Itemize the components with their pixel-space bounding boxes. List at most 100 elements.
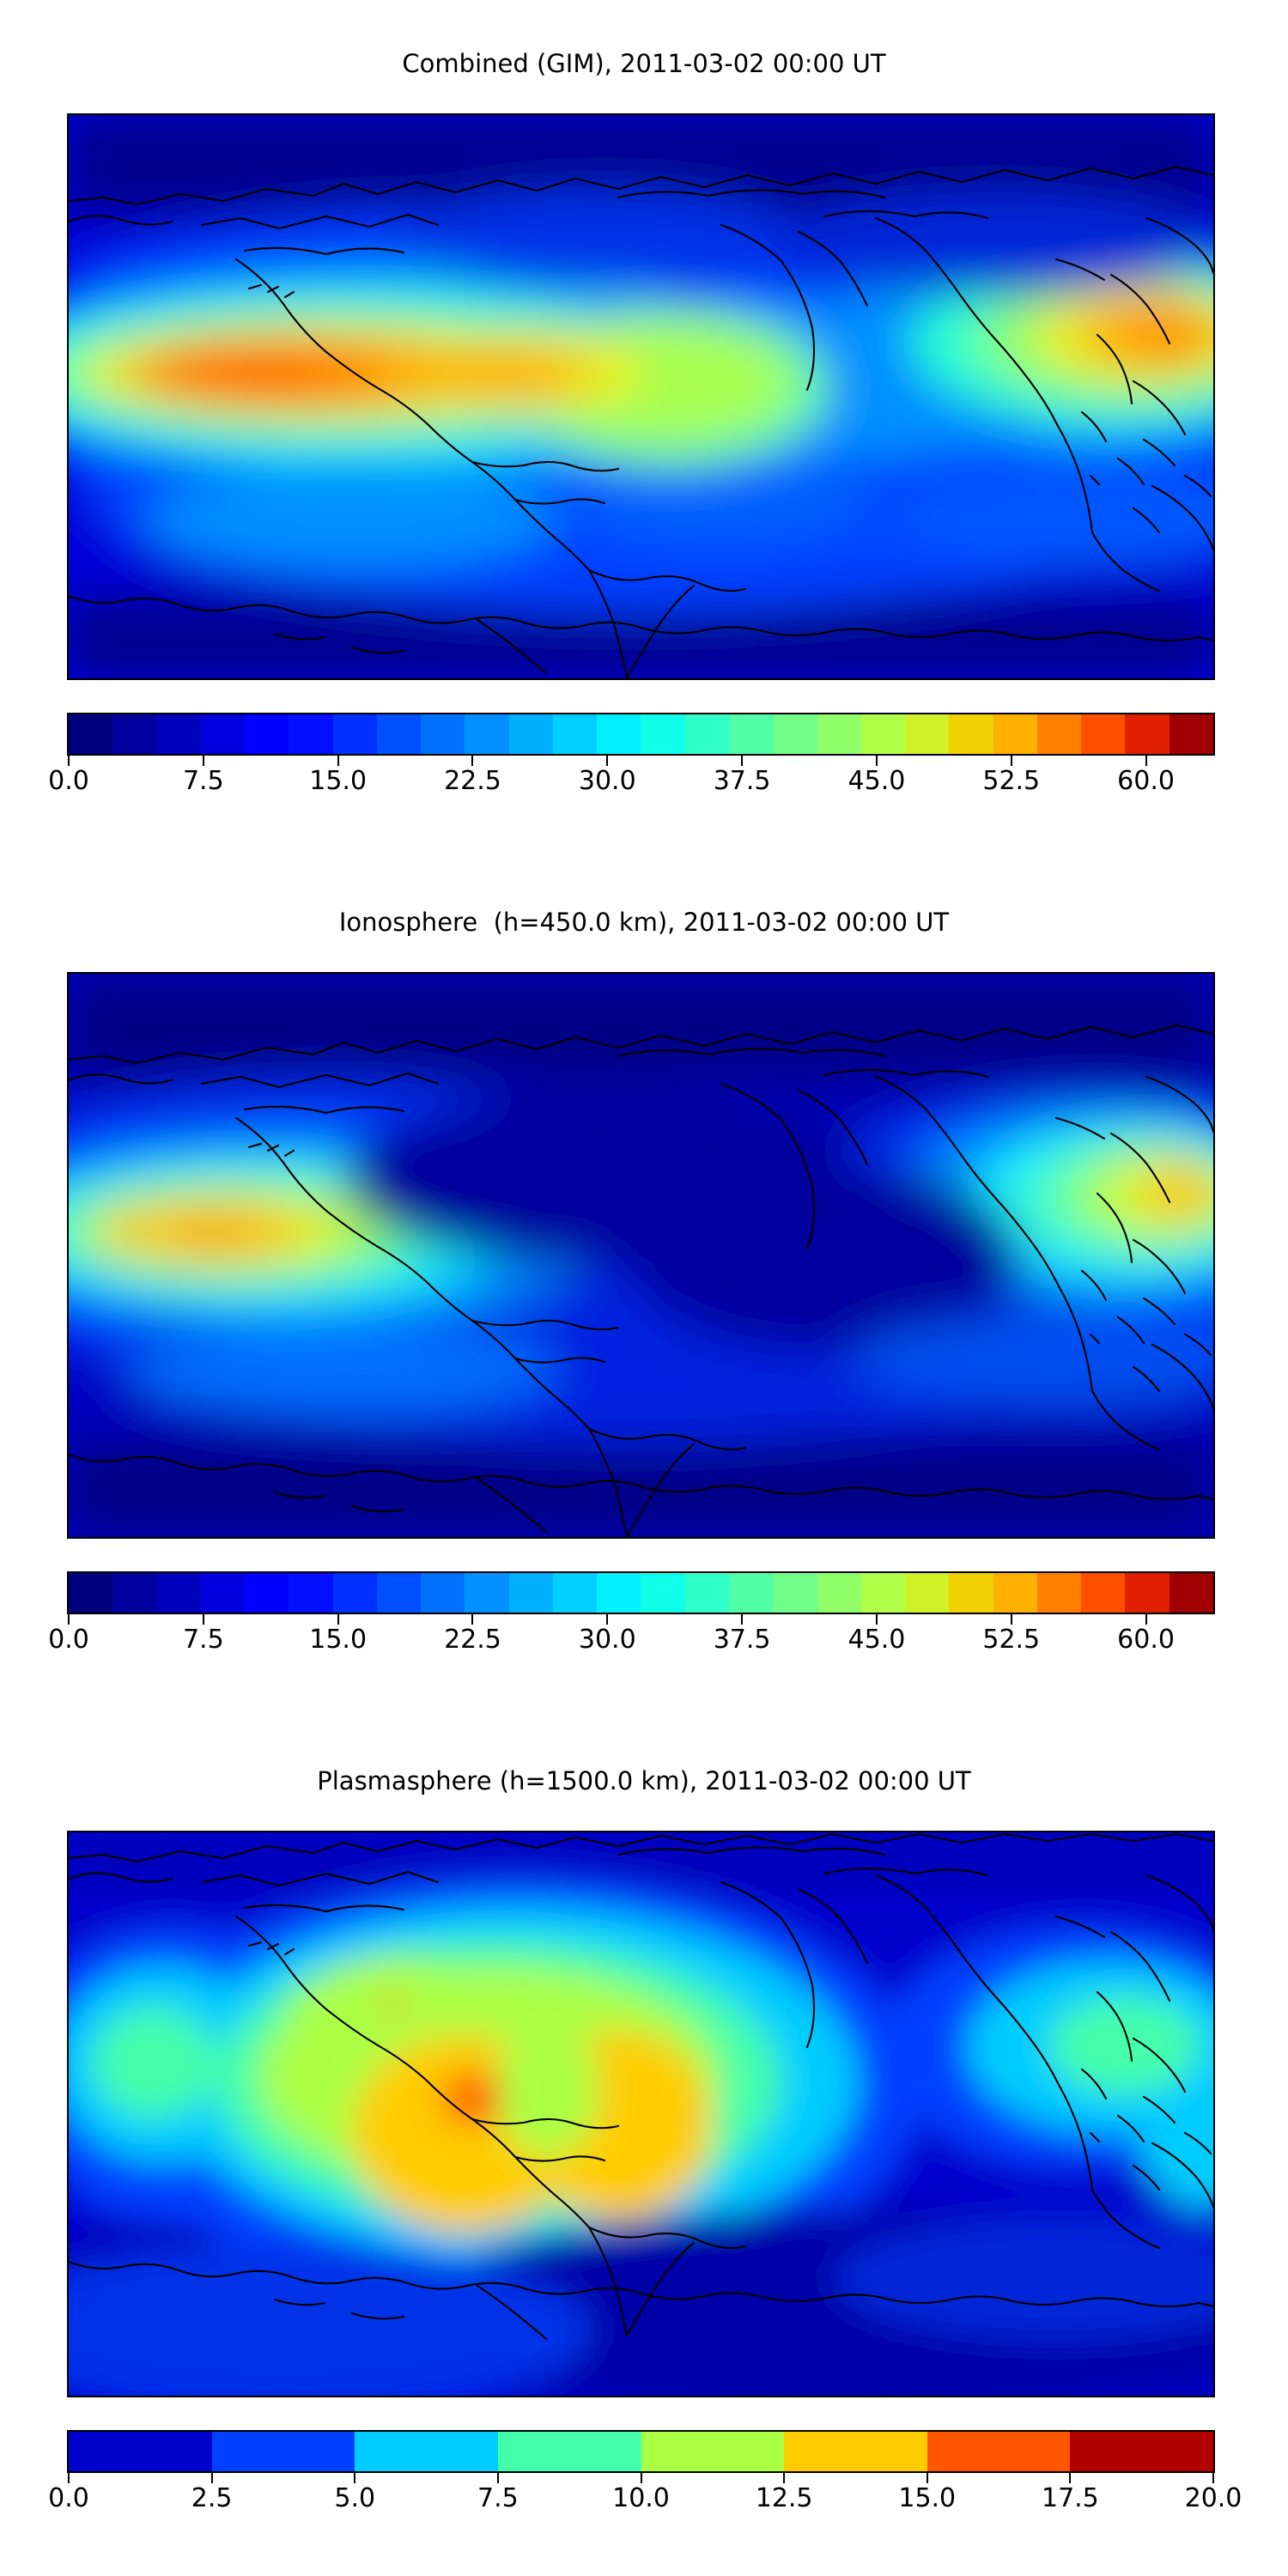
colorbar-band bbox=[860, 1573, 906, 1613]
colorbar-band bbox=[949, 1573, 993, 1613]
colorbar-band bbox=[200, 1573, 246, 1613]
colorbar-band bbox=[69, 1573, 113, 1613]
panel-title-combined: Combined (GIM), 2011-03-02 00:00 UT bbox=[402, 49, 886, 78]
colorbar-band bbox=[332, 714, 377, 754]
colorbar-band bbox=[1169, 1573, 1213, 1613]
colorbar-tick bbox=[640, 2473, 642, 2483]
colorbar-band bbox=[245, 1573, 289, 1613]
colorbar-band bbox=[927, 2432, 1071, 2471]
colorbar-tick bbox=[496, 2473, 499, 2483]
map-axes-ionosphere bbox=[67, 972, 1215, 1539]
colorbar-tick-label: 7.5 bbox=[182, 766, 224, 796]
coastlines-ionosphere bbox=[69, 1024, 1213, 1537]
colorbar-band bbox=[684, 714, 729, 754]
colorbar-tick bbox=[202, 1614, 204, 1625]
colorbar-band bbox=[1125, 714, 1170, 754]
map-canvas-ionosphere bbox=[69, 974, 1213, 1537]
colorbar-tick-label: 7.5 bbox=[477, 2483, 519, 2513]
colorbar-strip-ionosphere bbox=[67, 1571, 1215, 1614]
colorbar-band bbox=[1081, 714, 1126, 754]
colorbar-band bbox=[552, 714, 598, 754]
colorbar-labels-combined: 0.0 7.5 15.0 22.5 30.0 37.5 45.0 52.5 60.0 bbox=[48, 766, 1215, 800]
colorbar-tick-label: 30.0 bbox=[578, 766, 636, 796]
colorbar-band bbox=[597, 1573, 641, 1613]
colorbar-band bbox=[1070, 2432, 1213, 2471]
colorbar-tick bbox=[875, 756, 878, 766]
colorbar-band bbox=[289, 714, 333, 754]
colorbar-tick bbox=[741, 756, 744, 766]
colorbar-tick bbox=[471, 756, 474, 766]
colorbar-band bbox=[1125, 1573, 1170, 1613]
panel-combined-gim: Combined (GIM), 2011-03-02 00:00 UT bbox=[0, 0, 1288, 859]
colorbar-band bbox=[497, 2432, 641, 2471]
colorbar-tick bbox=[606, 1614, 609, 1625]
colorbar-band bbox=[949, 714, 993, 754]
colorbar-band bbox=[200, 714, 246, 754]
colorbar-tick-label: 10.0 bbox=[612, 2483, 670, 2513]
colorbar-tick bbox=[471, 1614, 474, 1625]
coastlines-combined bbox=[69, 165, 1213, 678]
colorbar-tick-label: 60.0 bbox=[1117, 1625, 1175, 1655]
map-canvas-combined bbox=[69, 115, 1213, 678]
colorbar-tick-label: 2.5 bbox=[191, 2483, 233, 2513]
colorbar-tick bbox=[926, 2473, 928, 2483]
colorbar-labels-plasmasphere: 0.0 2.5 5.0 7.5 10.0 12.5 15.0 17.5 20.0 bbox=[48, 2483, 1242, 2518]
colorbar-tick-label: 15.0 bbox=[309, 1625, 368, 1655]
colorbar-band bbox=[993, 1573, 1037, 1613]
colorbar-band bbox=[641, 714, 685, 754]
panel-ionosphere: Ionosphere (h=450.0 km), 2011-03-02 00:0… bbox=[0, 859, 1288, 1717]
colorbar-tick-label: 17.5 bbox=[1041, 2483, 1099, 2513]
colorbar-band bbox=[421, 1573, 465, 1613]
colorbar-band bbox=[376, 714, 422, 754]
colorbar-band bbox=[817, 714, 861, 754]
panel-title-plasmasphere: Plasmasphere (h=1500.0 km), 2011-03-02 0… bbox=[317, 1766, 971, 1795]
colorbar-band bbox=[156, 1573, 201, 1613]
colorbar-band bbox=[773, 714, 817, 754]
colorbar-plasmasphere: 0.0 2.5 5.0 7.5 10.0 12.5 15.0 17.5 20.0 bbox=[48, 2430, 1242, 2518]
colorbar-tick bbox=[337, 1614, 339, 1625]
colorbar-band bbox=[355, 2432, 498, 2471]
colorbar-strip-plasmasphere bbox=[67, 2430, 1215, 2473]
colorbar-band bbox=[641, 2432, 785, 2471]
colorbar-tick bbox=[783, 2473, 786, 2483]
colorbar-tick bbox=[1145, 756, 1147, 766]
colorbar-band bbox=[112, 1573, 157, 1613]
colorbar-tick bbox=[1212, 2473, 1214, 2483]
colorbar-band bbox=[465, 714, 509, 754]
colorbar-tick-label: 0.0 bbox=[48, 1625, 89, 1655]
colorbar-band bbox=[1036, 714, 1082, 754]
colorbar-band bbox=[332, 1573, 377, 1613]
colorbar-band bbox=[245, 714, 289, 754]
colorbar-band bbox=[1081, 1573, 1126, 1613]
colorbar-band bbox=[905, 714, 950, 754]
map-axes-plasmasphere bbox=[67, 1831, 1215, 2397]
colorbar-tick-label: 5.0 bbox=[334, 2483, 376, 2513]
colorbar-tick-label: 22.5 bbox=[444, 766, 501, 796]
colorbar-tick bbox=[1069, 2473, 1072, 2483]
colorbar-tick bbox=[68, 756, 70, 766]
colorbar-tick bbox=[606, 756, 609, 766]
colorbar-tick-label: 45.0 bbox=[848, 1625, 906, 1655]
colorbar-tick-label: 45.0 bbox=[848, 766, 906, 796]
colorbar-band bbox=[289, 1573, 333, 1613]
colorbar-band bbox=[1036, 1573, 1082, 1613]
colorbar-tick-label: 20.0 bbox=[1184, 2483, 1242, 2513]
colorbar-tick-label: 60.0 bbox=[1117, 766, 1175, 796]
colorbar-tick bbox=[68, 1614, 70, 1625]
colorbar-band bbox=[784, 2432, 927, 2471]
colorbar-combined: 0.0 7.5 15.0 22.5 30.0 37.5 45.0 52.5 60.0 bbox=[48, 713, 1215, 800]
colorbar-tick bbox=[875, 1614, 878, 1625]
colorbar-band bbox=[211, 2432, 355, 2471]
colorbar-band bbox=[156, 714, 201, 754]
colorbar-ticks-combined bbox=[67, 756, 1215, 766]
colorbar-band bbox=[684, 1573, 729, 1613]
colorbar-tick bbox=[1010, 1614, 1012, 1625]
colorbar-band bbox=[112, 714, 157, 754]
colorbar-tick-label: 52.5 bbox=[982, 766, 1041, 796]
colorbar-tick bbox=[354, 2473, 356, 2483]
colorbar-band bbox=[993, 714, 1037, 754]
colorbar-tick bbox=[68, 2473, 70, 2483]
tec-field-plasmasphere bbox=[69, 1832, 1213, 2396]
panel-plasmasphere: Plasmasphere (h=1500.0 km), 2011-03-02 0… bbox=[0, 1717, 1288, 2576]
colorbar-band bbox=[817, 1573, 861, 1613]
